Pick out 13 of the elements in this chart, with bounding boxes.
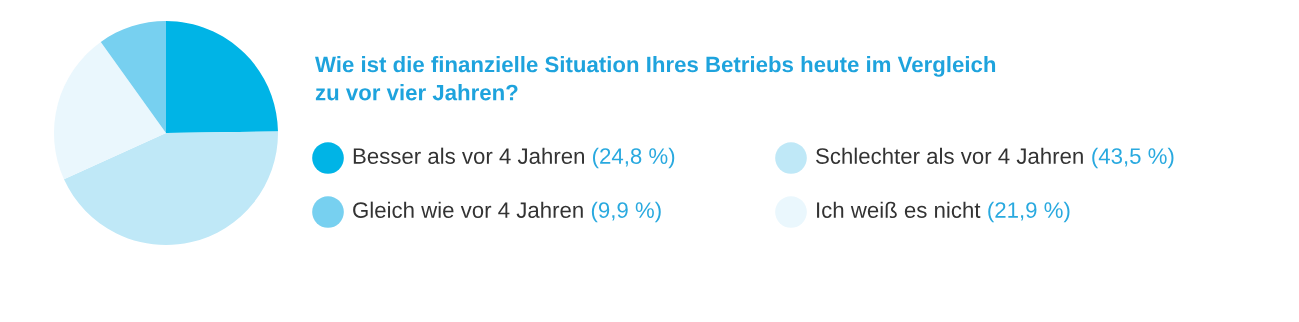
data-label: (21,9 %): [988, 201, 1070, 223]
legend-label: Ich weiß es nicht: [817, 201, 981, 218]
data-label: (24,8 %): [593, 147, 675, 169]
data-label: (9,9 %): [591, 201, 661, 223]
legend-label: Schlechter als vor 4 Jahren: [816, 147, 1083, 164]
pie-slice: [54, 41, 166, 180]
pie-slice: [63, 131, 278, 245]
legend-label: Besser als vor 4 Jahren: [353, 147, 584, 164]
pie-slice: [166, 21, 278, 133]
legend-label: Gleich wie vor 4 Jahren: [353, 201, 583, 218]
text: Wie ist die finanzielle Situation Ihres Betriebs heute im Vergleich zu vor vier Jahren?: [315, 56, 996, 101]
data-label: (43,5 %): [1092, 147, 1174, 169]
pie-slice: [100, 21, 166, 133]
